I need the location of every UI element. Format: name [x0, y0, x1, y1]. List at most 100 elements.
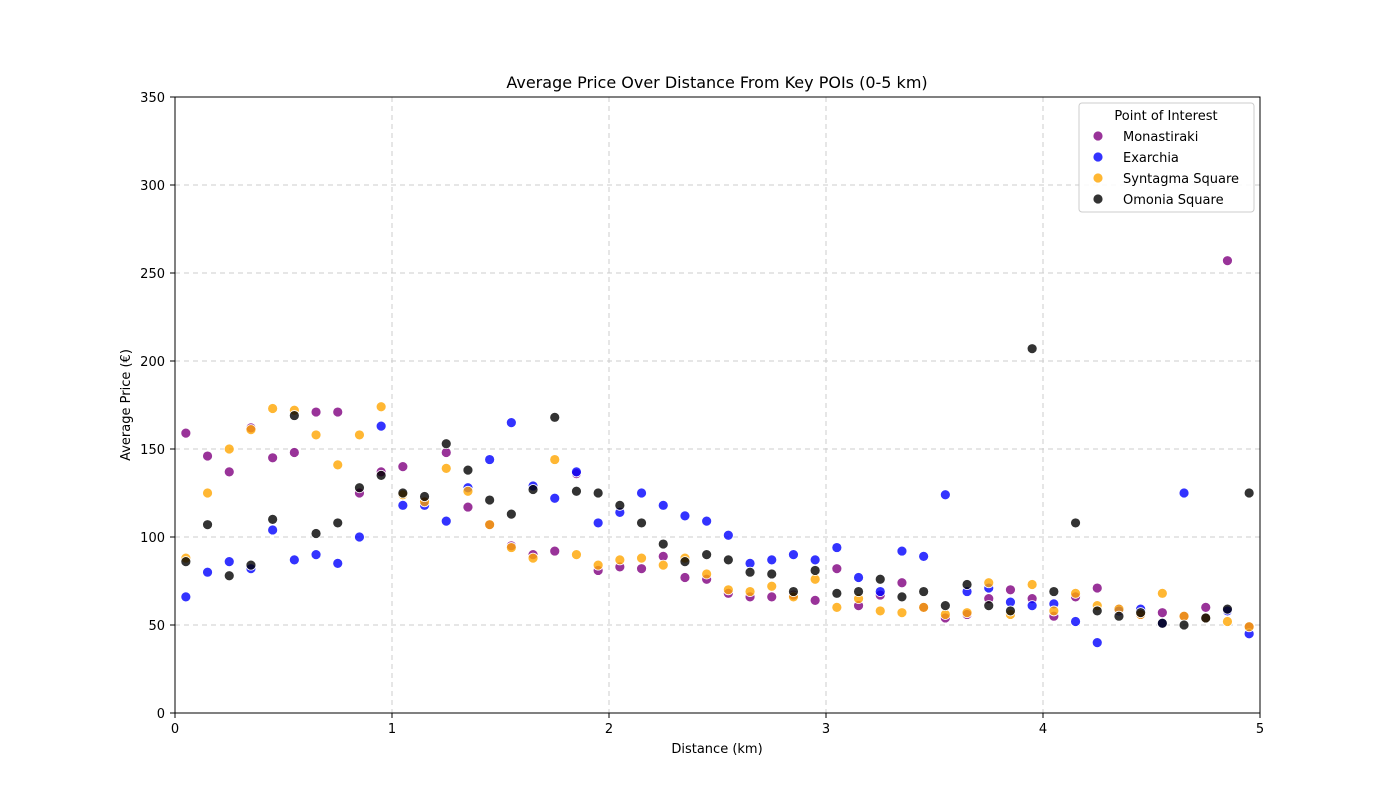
data-points: [180, 255, 1255, 648]
data-point-monastiraki: [462, 501, 474, 513]
data-point-omonia-square: [636, 517, 647, 529]
x-tick-label: 4: [1039, 722, 1047, 737]
data-point-monastiraki: [679, 572, 691, 583]
data-point-syntagma-square: [722, 584, 734, 596]
data-point-syntagma-square: [332, 459, 344, 471]
legend-label-syntagma-square: Syntagma Square: [1123, 172, 1239, 187]
data-point-syntagma-square: [1048, 605, 1060, 617]
data-point-syntagma-square: [614, 554, 626, 566]
data-point-exarchia: [853, 572, 864, 583]
y-tick-label: 350: [140, 91, 165, 106]
data-point-monastiraki: [1222, 255, 1233, 267]
data-point-exarchia: [440, 515, 452, 527]
legend-marker-syntagma-square: [1092, 172, 1104, 184]
data-point-omonia-square: [397, 487, 409, 499]
data-point-syntagma-square: [983, 577, 995, 589]
data-point-omonia-square: [1091, 605, 1103, 617]
data-point-monastiraki: [766, 591, 778, 603]
data-point-omonia-square: [267, 514, 279, 525]
data-point-exarchia: [1178, 487, 1190, 499]
data-point-monastiraki: [549, 545, 561, 557]
x-tick-label: 1: [388, 722, 396, 737]
data-point-exarchia: [1070, 616, 1081, 627]
data-point-omonia-square: [614, 499, 626, 511]
data-point-omonia-square: [657, 538, 669, 550]
data-point-syntagma-square: [310, 429, 322, 441]
data-point-monastiraki: [288, 447, 300, 458]
data-point-syntagma-square: [571, 549, 582, 560]
legend-marker-monastiraki: [1092, 130, 1104, 142]
data-point-omonia-square: [505, 508, 517, 520]
data-point-exarchia: [679, 510, 691, 522]
data-point-omonia-square: [484, 494, 496, 506]
data-point-syntagma-square: [831, 602, 843, 613]
data-point-syntagma-square: [354, 429, 365, 441]
data-point-exarchia: [722, 529, 734, 541]
data-point-monastiraki: [1200, 602, 1212, 613]
data-point-omonia-square: [1070, 517, 1081, 529]
y-tick-label: 200: [140, 355, 165, 370]
data-point-exarchia: [332, 558, 344, 569]
data-point-omonia-square: [1200, 612, 1212, 624]
data-point-omonia-square: [1178, 619, 1190, 631]
data-point-omonia-square: [701, 549, 713, 560]
data-point-monastiraki: [831, 563, 843, 575]
data-point-syntagma-square: [657, 559, 669, 571]
data-point-exarchia: [701, 515, 713, 527]
data-point-monastiraki: [636, 563, 647, 575]
y-tick-label: 300: [140, 179, 165, 194]
data-point-syntagma-square: [1222, 616, 1233, 627]
legend: Point of Interest Monastiraki Exarchia Syn…: [1078, 102, 1255, 213]
chart-title: Average Price Over Distance From Key POI…: [506, 73, 927, 92]
data-point-syntagma-square: [549, 454, 561, 465]
data-point-omonia-square: [288, 410, 300, 421]
data-point-monastiraki: [809, 594, 821, 606]
y-tick-label: 150: [140, 443, 165, 458]
data-point-exarchia: [202, 566, 213, 578]
data-point-omonia-square: [896, 591, 908, 603]
legend-marker-exarchia: [1092, 151, 1104, 163]
data-point-omonia-square: [918, 586, 930, 597]
data-point-exarchia: [592, 517, 604, 529]
data-point-syntagma-square: [484, 519, 496, 531]
data-point-omonia-square: [1135, 607, 1147, 619]
data-point-syntagma-square: [592, 559, 604, 571]
data-point-exarchia: [1091, 637, 1103, 648]
data-point-syntagma-square: [245, 424, 257, 436]
data-point-omonia-square: [527, 484, 539, 495]
data-point-exarchia: [571, 466, 582, 478]
data-point-syntagma-square: [1243, 621, 1255, 633]
data-point-omonia-square: [722, 554, 734, 566]
data-point-monastiraki: [1156, 607, 1168, 619]
data-point-syntagma-square: [505, 542, 517, 553]
data-point-exarchia: [657, 499, 669, 511]
y-tick-label: 250: [140, 267, 165, 282]
data-point-exarchia: [354, 531, 365, 543]
data-point-omonia-square: [223, 570, 235, 582]
data-point-omonia-square: [592, 487, 604, 499]
data-point-syntagma-square: [701, 568, 713, 580]
series-syntagma-square: [180, 401, 1255, 633]
data-point-syntagma-square: [1156, 587, 1168, 599]
data-point-syntagma-square: [267, 403, 279, 414]
data-point-omonia-square: [375, 469, 387, 481]
data-point-exarchia: [1026, 600, 1038, 612]
data-point-syntagma-square: [874, 605, 886, 617]
data-point-omonia-square: [440, 438, 452, 450]
data-point-monastiraki: [202, 450, 213, 462]
data-point-omonia-square: [939, 600, 951, 612]
legend-label-omonia-square: Omonia Square: [1123, 193, 1224, 208]
data-point-exarchia: [831, 542, 843, 553]
data-point-exarchia: [267, 524, 279, 536]
data-point-exarchia: [310, 549, 322, 560]
data-point-omonia-square: [202, 519, 213, 531]
data-point-omonia-square: [1005, 605, 1016, 617]
x-tick-label: 5: [1256, 722, 1264, 737]
y-axis-ticks: 0 50 100 150 200 250 300 350: [140, 91, 175, 722]
data-point-omonia-square: [310, 528, 322, 539]
data-point-omonia-square: [766, 568, 778, 580]
data-point-exarchia: [484, 454, 496, 465]
y-axis-label: Average Price (€): [119, 349, 134, 461]
data-point-omonia-square: [961, 579, 973, 590]
